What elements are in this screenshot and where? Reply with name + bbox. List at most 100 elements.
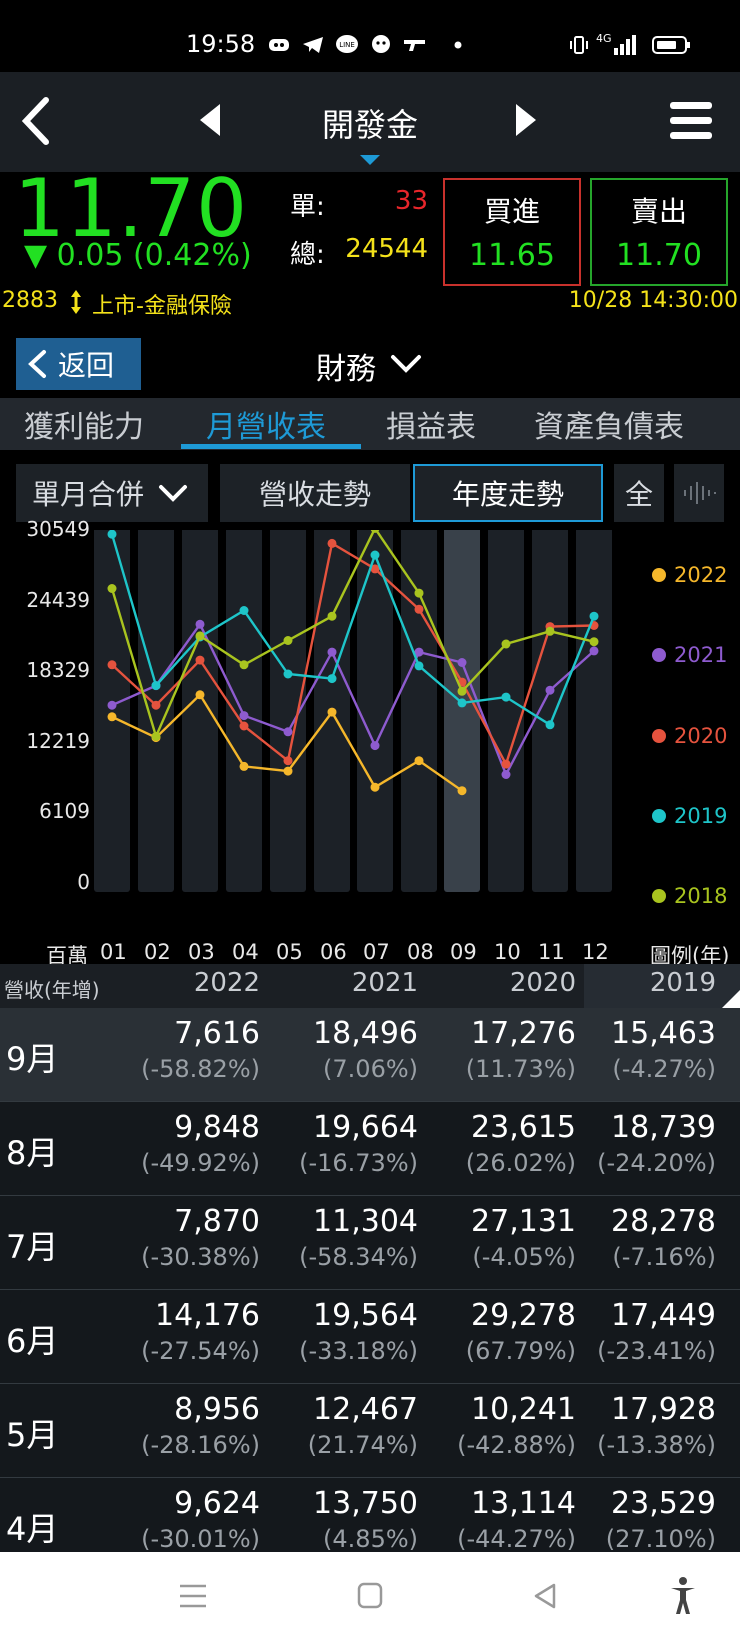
y-tick-label: 12219 (26, 729, 90, 753)
legend-label: 2020 (674, 724, 728, 748)
table-row[interactable]: 6月 14,176 (-27.54%) 19,564 (-33.18%) 29,278 (6… (0, 1290, 740, 1384)
back-chevron-icon[interactable] (18, 96, 54, 146)
table-row[interactable]: 7月 7,870 (-30.38%) 11,304 (-58.34%) 27,131 (-4… (0, 1196, 740, 1290)
revenue-yoy: (67.79%) (465, 1337, 576, 1365)
tab-monthly-revenue[interactable]: 月營收表 (206, 410, 326, 445)
back-triangle-icon[interactable] (532, 1582, 558, 1610)
system-nav-bar (0, 1552, 740, 1644)
single-volume-value: 33 (394, 186, 428, 216)
data-point-2022-08 (414, 756, 424, 766)
legend-item-2019[interactable]: 2019 (652, 804, 727, 828)
data-point-2021-11 (545, 685, 555, 695)
revenue-cell: 28,278 (-7.16%) (566, 1204, 716, 1271)
legend-item-2021[interactable]: 2021 (652, 643, 727, 667)
table-header: 營收(年增) 2022 2021 2020 2019 (0, 964, 740, 1008)
total-volume-label: 總: (290, 240, 325, 270)
month-band[interactable] (226, 530, 262, 892)
month-band[interactable] (488, 530, 524, 892)
next-stock-icon[interactable] (512, 102, 540, 138)
legend-item-2022[interactable]: 2022 (652, 563, 727, 587)
annual-trend-button[interactable]: 年度走勢 (413, 464, 603, 522)
revenue-yoy: (-42.88%) (457, 1431, 576, 1459)
series-line-2018 (110, 530, 595, 740)
active-tab-indicator (181, 444, 361, 449)
revenue-cell: 23,615 (26.02%) (426, 1110, 576, 1177)
revenue-yoy: (-58.82%) (141, 1055, 260, 1083)
data-point-2022-01 (107, 712, 117, 722)
data-point-2021-03 (195, 619, 205, 629)
legend-item-2020[interactable]: 2020 (652, 724, 727, 748)
revenue-yoy: (-27.54%) (141, 1337, 260, 1365)
revenue-value: 23,529 (611, 1486, 716, 1521)
discord-icon (266, 34, 292, 56)
tab-profitability[interactable]: 獲利能力 (24, 410, 144, 445)
prev-stock-icon[interactable] (196, 102, 224, 138)
chart-settings-button[interactable] (674, 464, 724, 522)
month-band[interactable] (532, 530, 568, 892)
revenue-cell: 17,449 (-23.41%) (566, 1298, 716, 1365)
buy-price: 11.65 (469, 238, 555, 273)
revenue-yoy: (-4.05%) (472, 1243, 576, 1271)
month-band[interactable] (576, 530, 612, 892)
data-point-2020-02 (151, 700, 161, 710)
data-point-2020-08 (414, 604, 424, 614)
buy-label: 買進 (483, 195, 540, 228)
buy-box[interactable]: 買進 11.65 (443, 178, 581, 286)
legend-dot (652, 648, 666, 662)
gun-icon (402, 34, 428, 56)
table-row[interactable]: 8月 9,848 (-49.92%) 19,664 (-16.73%) 23,615 (26… (0, 1102, 740, 1196)
y-tick-label: 24439 (26, 588, 90, 612)
revenue-cell: 15,463 (-4.27%) (566, 1016, 716, 1083)
return-button[interactable]: 返回 (16, 338, 141, 390)
menu-icon[interactable] (668, 98, 714, 144)
table-row[interactable]: 9月 7,616 (-58.82%) 18,496 (7.06%) 17,276 (11.7… (0, 1008, 740, 1102)
revenue-yoy: (-30.01%) (141, 1525, 260, 1553)
quote-datetime: 10/28 14:30:00 (568, 288, 738, 313)
month-band[interactable] (270, 530, 306, 892)
revenue-cell: 18,739 (-24.20%) (566, 1110, 716, 1177)
data-point-2020-04 (239, 721, 249, 731)
tab-balance-sheet[interactable]: 資產負債表 (534, 410, 684, 445)
year-column-2020: 2020 (509, 968, 576, 998)
revenue-cell: 29,278 (67.79%) (426, 1298, 576, 1365)
section-chevron-down-icon[interactable] (390, 352, 422, 376)
revenue-yoy: (21.74%) (307, 1431, 418, 1459)
revenue-trend-label: 營收走勢 (258, 478, 371, 511)
data-point-2018-01 (107, 584, 117, 593)
revenue-line-chart (94, 530, 612, 892)
data-point-2020-06 (327, 538, 337, 548)
data-point-2020-10 (501, 759, 511, 769)
sell-box[interactable]: 賣出 11.70 (590, 178, 728, 286)
table-row[interactable]: 5月 8,956 (-28.16%) 12,467 (21.74%) 10,241 (-42… (0, 1384, 740, 1478)
x-tick-label: 10 (494, 940, 521, 964)
month-band[interactable] (182, 530, 218, 892)
revenue-yoy: (-44.27%) (457, 1525, 576, 1553)
revenue-value: 19,564 (313, 1298, 418, 1333)
data-point-2019-12 (589, 611, 599, 621)
highlighted-month-band[interactable] (444, 530, 480, 892)
revenue-value: 9,624 (174, 1486, 260, 1521)
legend-dot (652, 809, 666, 823)
month-band[interactable] (401, 530, 437, 892)
legend-item-2018[interactable]: 2018 (652, 884, 727, 908)
stock-title[interactable]: 開發金 (321, 106, 418, 144)
x-tick-label: 04 (232, 940, 259, 964)
legend-label: 2018 (674, 884, 728, 908)
period-dropdown[interactable]: 單月合併 (16, 464, 208, 522)
table-row[interactable]: 4月 9,624 (-30.01%) 13,750 (4.85%) 13,114 (-44.… (0, 1478, 740, 1554)
bars-settings-icon (684, 482, 716, 504)
menu-lines-icon[interactable] (178, 1582, 208, 1610)
accessibility-icon[interactable] (668, 1576, 698, 1616)
month-band[interactable] (138, 530, 174, 892)
all-button[interactable]: 全 (614, 464, 664, 522)
section-selector[interactable]: 財務 (316, 344, 376, 388)
revenue-cell: 7,616 (-58.82%) (110, 1016, 260, 1083)
revenue-trend-button[interactable]: 營收走勢 (220, 464, 410, 522)
data-point-2021-08 (414, 647, 424, 657)
home-square-icon[interactable] (357, 1582, 383, 1610)
sell-label: 賣出 (630, 195, 687, 228)
revenue-value: 10,241 (471, 1392, 576, 1427)
title-dropdown-icon[interactable] (358, 152, 382, 166)
month-band[interactable] (357, 530, 393, 892)
tab-income-statement[interactable]: 損益表 (386, 410, 476, 445)
